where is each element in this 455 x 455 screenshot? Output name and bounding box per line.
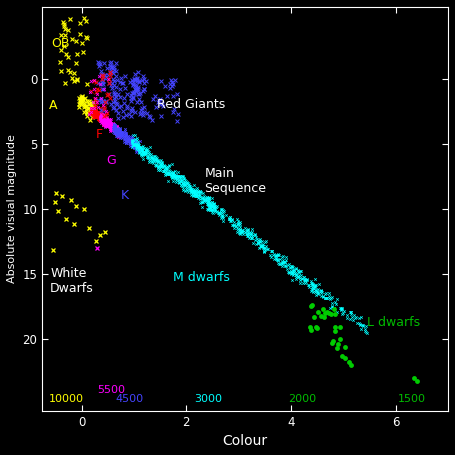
Text: M dwarfs: M dwarfs	[173, 271, 230, 284]
Text: F: F	[96, 128, 103, 141]
Text: 5500: 5500	[97, 384, 125, 394]
Y-axis label: Absolute visual magnitude: Absolute visual magnitude	[7, 134, 17, 283]
Text: 1500: 1500	[398, 394, 426, 404]
Text: White
Dwarfs: White Dwarfs	[50, 268, 94, 295]
Text: K: K	[121, 189, 129, 202]
Text: OB: OB	[51, 37, 70, 50]
X-axis label: Colour: Colour	[222, 434, 268, 448]
Text: A: A	[49, 99, 57, 112]
Text: 2000: 2000	[288, 394, 317, 404]
Text: Main
Sequence: Main Sequence	[205, 167, 267, 195]
Text: 4500: 4500	[116, 394, 144, 404]
Text: Red Giants: Red Giants	[157, 98, 226, 111]
Text: G: G	[106, 154, 116, 167]
Text: 10000: 10000	[49, 394, 84, 404]
Text: L dwarfs: L dwarfs	[367, 316, 420, 329]
Text: 3000: 3000	[194, 394, 222, 404]
